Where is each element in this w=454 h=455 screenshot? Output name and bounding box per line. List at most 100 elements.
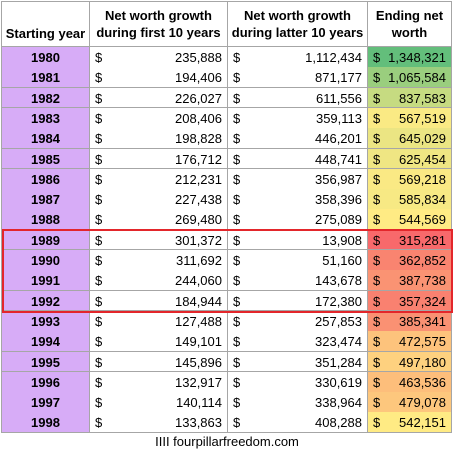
value-cell: $479,078 (368, 392, 452, 413)
amount: 611,556 (315, 90, 362, 106)
value-cell: $140,114 (90, 392, 228, 413)
currency-sign: $ (373, 313, 381, 329)
currency-sign: $ (233, 253, 241, 268)
currency-sign: $ (95, 151, 103, 167)
value-cell: $1,348,321 (368, 47, 452, 68)
amount: 1,065,584 (388, 70, 446, 86)
value-cell: $358,396 (228, 189, 368, 210)
amount: 127,488 (175, 313, 222, 329)
value-cell: $472,575 (368, 331, 452, 352)
value-cell: $149,101 (90, 331, 228, 352)
year-cell: 1989 (1, 229, 90, 251)
amount: 645,029 (399, 131, 446, 147)
amount: 408,288 (315, 415, 362, 431)
currency-sign: $ (233, 232, 241, 248)
value-cell: $330,619 (228, 371, 368, 393)
amount: 479,078 (399, 395, 446, 411)
value-cell: $51,160 (228, 250, 368, 271)
value-cell: $356,987 (228, 168, 368, 190)
amount: 330,619 (315, 374, 362, 390)
amount: 184,944 (175, 293, 222, 309)
currency-sign: $ (95, 110, 103, 126)
value-cell: $269,480 (90, 209, 228, 231)
value-cell: $311,692 (90, 250, 228, 271)
amount: 172,380 (315, 293, 362, 309)
value-cell: $1,112,434 (228, 47, 368, 68)
year-cell: 1980 (1, 47, 90, 68)
amount: 351,284 (315, 354, 362, 370)
currency-sign: $ (373, 374, 381, 390)
amount: 235,888 (175, 50, 222, 65)
currency-sign: $ (95, 253, 103, 268)
amount: 544,569 (399, 212, 446, 228)
value-cell: $446,201 (228, 128, 368, 149)
amount: 194,406 (175, 70, 222, 86)
amount: 51,160 (322, 253, 362, 268)
value-cell: $542,151 (368, 412, 452, 434)
value-cell: $133,863 (90, 412, 228, 434)
value-cell: $611,556 (228, 87, 368, 109)
currency-sign: $ (95, 131, 103, 147)
amount: 569,218 (399, 171, 446, 187)
currency-sign: $ (95, 232, 103, 248)
currency-sign: $ (373, 354, 381, 370)
value-cell: $226,027 (90, 87, 228, 109)
value-cell: $567,519 (368, 107, 452, 129)
currency-sign: $ (233, 90, 241, 106)
amount: 497,180 (399, 354, 446, 370)
value-cell: $323,474 (228, 331, 368, 352)
amount: 176,712 (175, 151, 222, 167)
value-cell: $837,583 (368, 87, 452, 109)
amount: 198,828 (175, 131, 222, 147)
value-cell: $145,896 (90, 351, 228, 373)
amount: 362,852 (399, 253, 446, 268)
amount: 149,101 (175, 334, 222, 350)
highlight-box (2, 228, 453, 313)
amount: 446,201 (315, 131, 362, 147)
header-cell: Starting year (1, 1, 90, 47)
year-cell: 1990 (1, 250, 90, 271)
amount: 301,372 (175, 232, 222, 248)
amount: 625,454 (399, 151, 446, 167)
amount: 315,281 (399, 232, 446, 248)
currency-sign: $ (233, 192, 241, 208)
currency-sign: $ (233, 171, 241, 187)
amount: 133,863 (175, 415, 222, 431)
amount: 472,575 (399, 334, 446, 350)
value-cell: $227,438 (90, 189, 228, 210)
amount: 1,112,434 (305, 50, 362, 65)
currency-sign: $ (95, 374, 103, 390)
currency-sign: $ (233, 374, 241, 390)
currency-sign: $ (373, 253, 381, 268)
currency-sign: $ (233, 334, 241, 350)
value-cell: $127,488 (90, 310, 228, 332)
currency-sign: $ (233, 415, 241, 431)
year-cell: 1988 (1, 209, 90, 231)
currency-sign: $ (95, 334, 103, 350)
currency-sign: $ (373, 334, 381, 350)
value-cell: $497,180 (368, 351, 452, 373)
value-cell: $357,324 (368, 290, 452, 312)
currency-sign: $ (373, 232, 381, 248)
value-cell: $301,372 (90, 229, 228, 251)
value-cell: $13,908 (228, 229, 368, 251)
currency-sign: $ (95, 212, 103, 228)
value-cell: $448,741 (228, 148, 368, 170)
year-cell: 1987 (1, 189, 90, 210)
year-cell: 1995 (1, 351, 90, 373)
currency-sign: $ (95, 313, 103, 329)
amount: 257,853 (315, 313, 362, 329)
value-cell: $198,828 (90, 128, 228, 149)
amount: 387,738 (399, 273, 446, 289)
currency-sign: $ (373, 151, 381, 167)
amount: 323,474 (315, 334, 362, 350)
currency-sign: $ (373, 110, 381, 126)
value-cell: $132,917 (90, 371, 228, 393)
amount: 140,114 (175, 395, 222, 411)
currency-sign: $ (233, 293, 241, 309)
amount: 358,396 (315, 192, 362, 208)
value-cell: $585,834 (368, 189, 452, 210)
currency-sign: $ (373, 90, 381, 106)
value-cell: $625,454 (368, 148, 452, 170)
